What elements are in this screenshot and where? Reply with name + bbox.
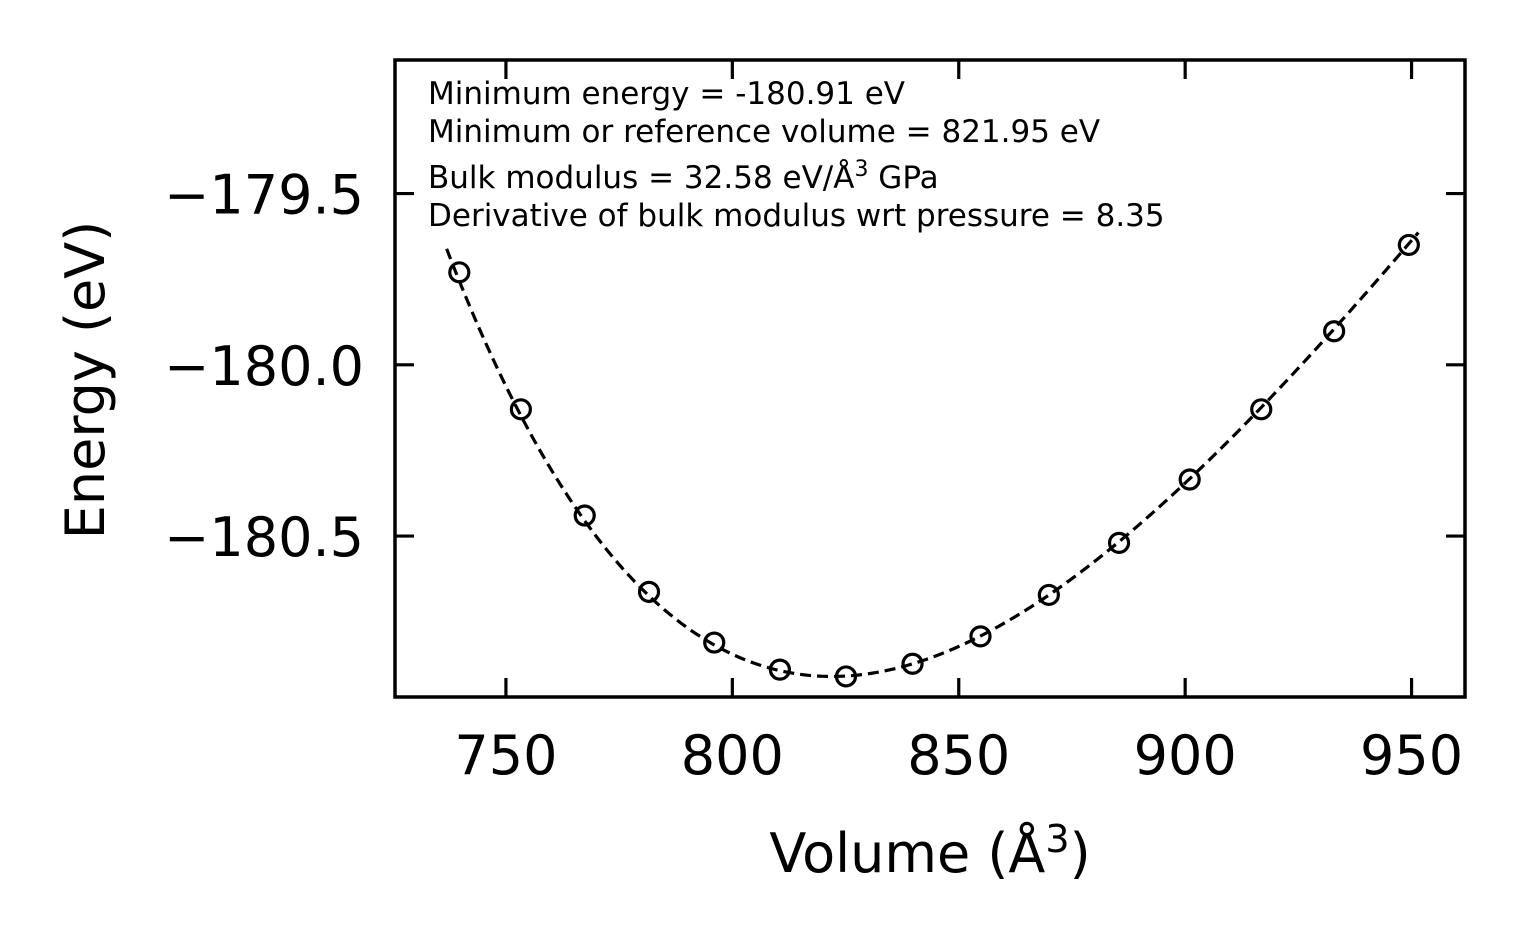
annotation-min-energy: Minimum energy = -180.91 eV (428, 76, 905, 112)
y-tick-label: −180.5 (164, 506, 364, 569)
annotation-min-volume: Minimum or reference volume = 821.95 eV (428, 114, 1100, 150)
data-point (1323, 320, 1346, 343)
annotation-bulk-modulus-derivative: Derivative of bulk modulus wrt pressure … (428, 198, 1165, 234)
annotation-bulk-modulus-unit: GPa (868, 160, 938, 196)
x-axis-title: Volume (Å3) (769, 817, 1090, 885)
annotation-bulk-modulus-sup: 3 (854, 157, 868, 182)
x-tick-label: 950 (1360, 724, 1463, 787)
data-point (509, 398, 532, 421)
x-tick-label: 750 (454, 724, 557, 787)
data-point (969, 625, 992, 648)
data-point (1037, 583, 1060, 607)
x-axis-title-text: Volume (Å (769, 821, 1045, 885)
data-point (573, 504, 596, 527)
data-point (1178, 468, 1201, 491)
x-tick-label: 900 (1134, 724, 1237, 787)
y-tick-labels: −179.5 −180.0 −180.5 (164, 164, 364, 569)
data-point (1397, 233, 1420, 257)
x-tick-label: 800 (681, 724, 784, 787)
ticks-layer (395, 60, 1465, 697)
annotation-block: Minimum energy = -180.91 eV Minimum or r… (428, 76, 1165, 234)
y-tick-label: −179.5 (164, 164, 364, 227)
x-axis-title-sup: 3 (1045, 817, 1069, 861)
fit-layer (445, 231, 1420, 679)
x-axis-title-tail: ) (1070, 822, 1091, 885)
points-layer (448, 233, 1420, 688)
plot-frame (393, 58, 1467, 699)
fit-curve (445, 231, 1420, 679)
y-axis-title: Energy (eV) (54, 221, 117, 540)
x-tick-labels: 750 800 850 900 950 (454, 724, 1463, 787)
x-tick-label: 850 (907, 724, 1010, 787)
data-point (448, 261, 471, 284)
data-point (637, 580, 661, 603)
annotation-bulk-modulus-text: Bulk modulus = 32.58 eV/Å (428, 160, 854, 196)
data-point (703, 631, 726, 654)
data-point (901, 652, 924, 675)
data-point (834, 665, 858, 688)
data-point (1107, 531, 1131, 554)
annotation-bulk-modulus: Bulk modulus = 32.58 eV/Å3 GPa (428, 157, 939, 196)
data-point (768, 658, 791, 681)
data-point (1250, 398, 1273, 421)
y-tick-label: −180.0 (164, 335, 364, 398)
